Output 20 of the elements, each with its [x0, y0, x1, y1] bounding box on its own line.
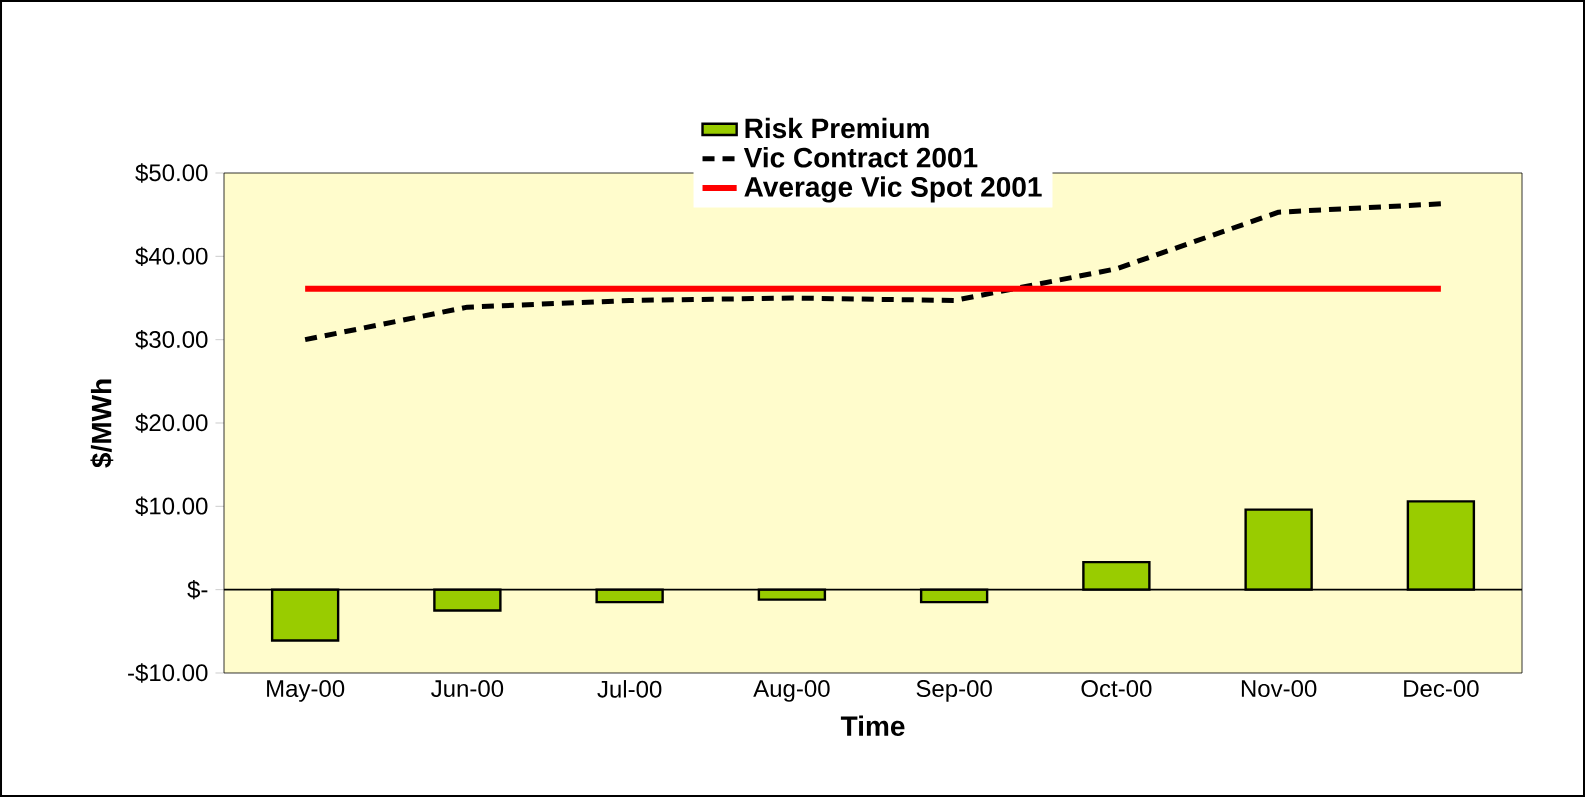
y-tick-label: $10.00	[135, 496, 208, 517]
x-tick-label: Sep-00	[916, 680, 992, 702]
x-tick-label: Aug-00	[753, 680, 830, 702]
y-tick-label: -$10.00	[128, 663, 208, 683]
x-tick-label: Dec-00	[1404, 680, 1479, 698]
x-tick-label: May-00	[267, 680, 345, 702]
legend-label: Risk Premium	[745, 117, 929, 139]
y-tick-label: $-	[187, 579, 208, 600]
y-tick-label: $20.00	[135, 413, 208, 433]
x-tick-label: Oct-00	[1081, 680, 1152, 698]
y-axis-title: $/MWh	[90, 379, 114, 468]
x-axis-title: Time	[840, 715, 905, 737]
legend-label: Average Vic Spot 2001	[744, 176, 1042, 203]
y-tick-label: $40.00	[135, 246, 208, 267]
y-tick-label: $30.00	[135, 329, 208, 350]
x-tick-label: Jul-00	[597, 680, 662, 698]
x-tick-label: Nov-00	[1241, 680, 1317, 698]
legend-label: Vic Contract 2001	[743, 147, 978, 168]
x-tick-label: Jun-00	[431, 680, 504, 698]
y-tick-label: $50.00	[135, 163, 208, 183]
